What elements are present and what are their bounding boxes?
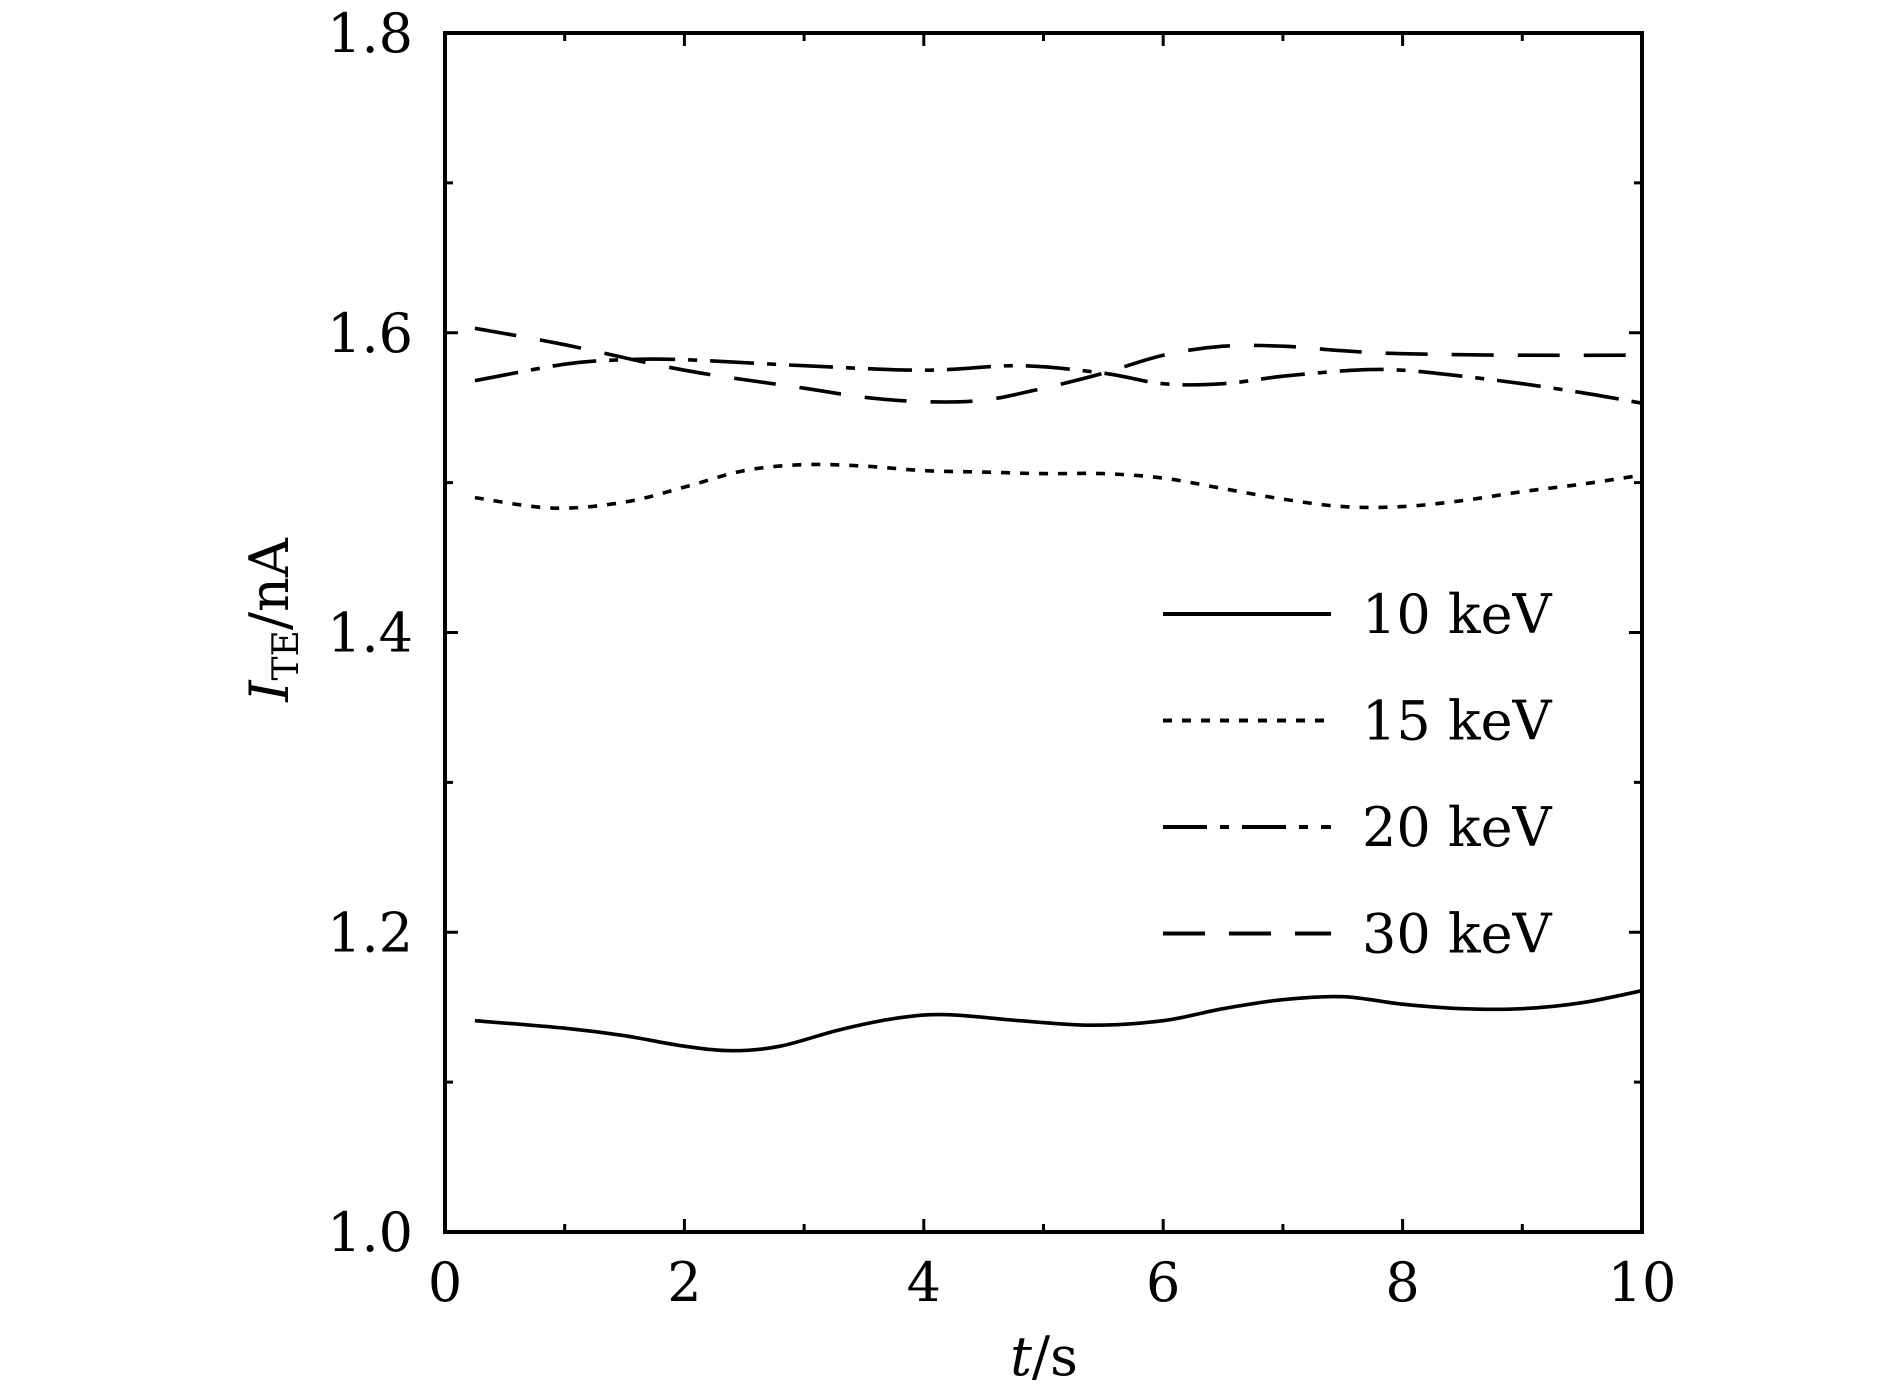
- legend-label-2: 20 keV: [1362, 796, 1553, 859]
- y-axis-label: ITE/nA: [238, 537, 307, 703]
- legend-label-0: 10 keV: [1362, 583, 1553, 646]
- x-tick-label: 4: [907, 1251, 941, 1314]
- y-tick-label: 1.0: [327, 1201, 413, 1264]
- y-tick-label: 1.2: [327, 901, 413, 964]
- series-line-2: [474, 357, 1643, 405]
- x-tick-label: 0: [428, 1251, 462, 1314]
- y-tick-label: 1.4: [327, 602, 413, 665]
- x-tick-label: 2: [667, 1251, 701, 1314]
- x-tick-label: 8: [1385, 1251, 1419, 1314]
- plot-lines: [474, 326, 1643, 1053]
- legend-label-1: 15 keV: [1362, 690, 1553, 753]
- x-tick-label: 10: [1608, 1251, 1677, 1314]
- series-line-0: [474, 988, 1643, 1053]
- y-tick-label: 1.8: [327, 2, 413, 65]
- axis-ticks: [445, 33, 1642, 1232]
- legend-label-3: 30 keV: [1362, 903, 1553, 966]
- y-tick-label: 1.6: [327, 302, 413, 365]
- series-line-3: [474, 326, 1643, 404]
- series-line-1: [474, 462, 1643, 511]
- x-axis-label: t/s: [1010, 1325, 1078, 1388]
- legend: 10 keV 15 keV 20 keV 30 keV: [1163, 583, 1553, 966]
- tick-labels: 0 2 4 6 8 10 1.0 1.2 1.4 1.6 1.8: [327, 2, 1676, 1314]
- x-tick-label: 6: [1146, 1251, 1180, 1314]
